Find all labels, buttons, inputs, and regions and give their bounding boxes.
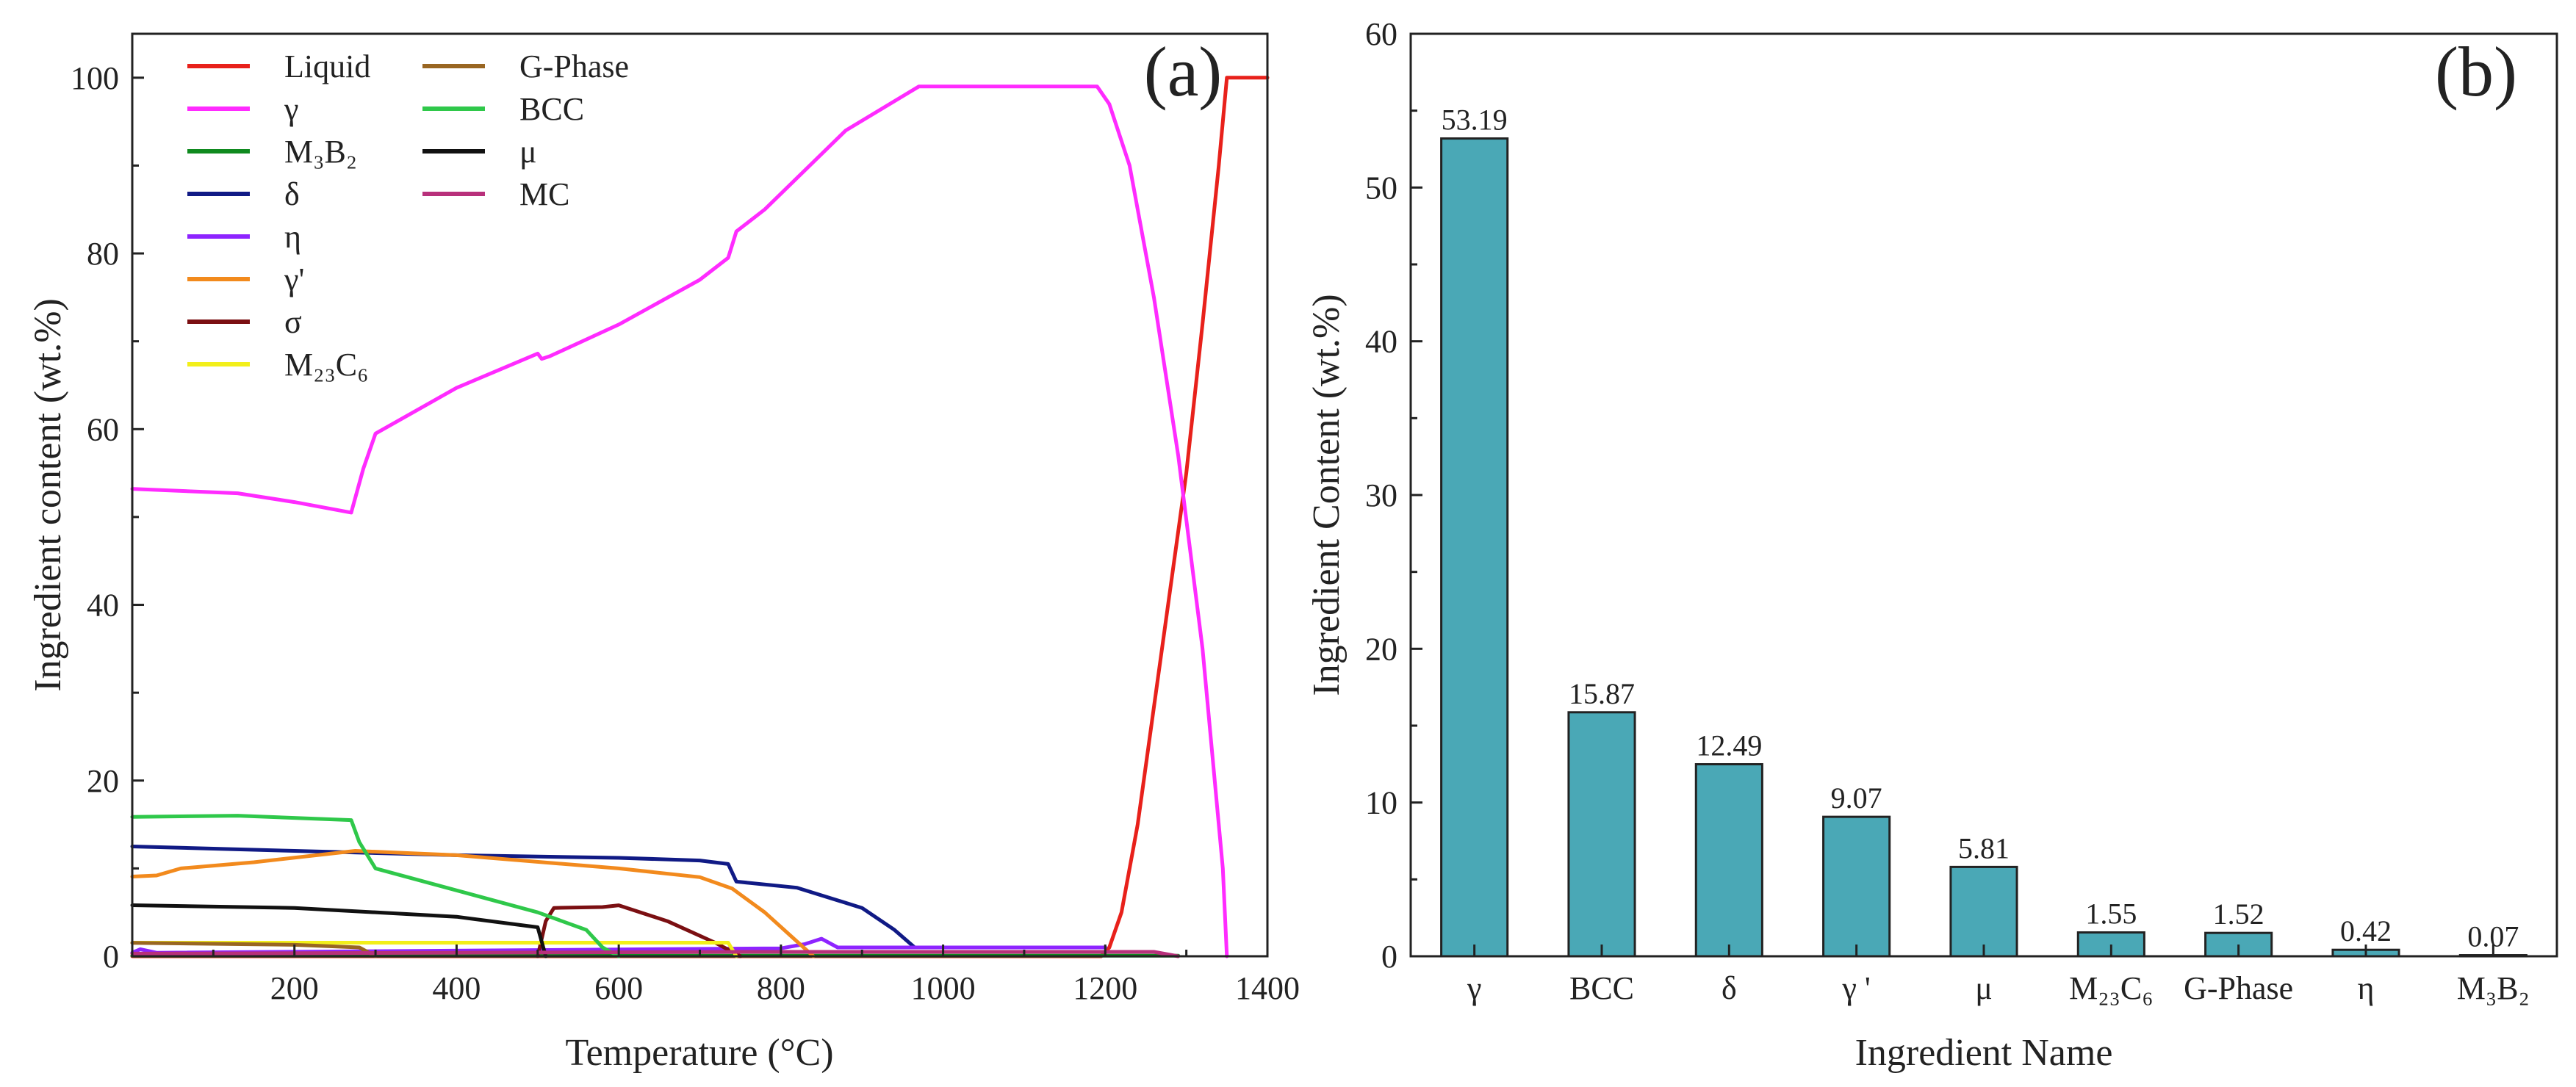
bar-bcc bbox=[1567, 711, 1636, 958]
x-category-label-7: η bbox=[2357, 970, 2374, 1006]
bar-value-label-4: 5.81 bbox=[1958, 831, 2010, 864]
b-y-tick-label-20: 20 bbox=[1365, 631, 1397, 667]
bar-value-label-0: 53.19 bbox=[1442, 104, 1508, 137]
x-category-label-6: G-Phase bbox=[2184, 970, 2293, 1006]
b-y-tick-label-30: 30 bbox=[1365, 477, 1397, 513]
x-category-label-2: δ bbox=[1721, 970, 1737, 1006]
panel-a-line-chart: 200 400 600 800 1000 1200 1400 0 20 40 60 80 100 Tem… bbox=[27, 32, 1300, 1074]
y-tick-label-20: 20 bbox=[87, 763, 119, 799]
bar-x bbox=[1440, 137, 1509, 958]
x-tick-label-1200: 1200 bbox=[1073, 970, 1137, 1006]
legend-label-0: Liquid bbox=[284, 48, 370, 84]
x-category-label-0: γ bbox=[1467, 970, 1481, 1006]
legend-label-4: η bbox=[284, 219, 301, 255]
y-tick-label-40: 40 bbox=[87, 588, 119, 624]
y-tick-label-60: 60 bbox=[87, 411, 119, 447]
legend-label-7: M₂₃C₆ bbox=[284, 347, 369, 383]
x-tick-label-800: 800 bbox=[757, 970, 805, 1006]
series-line-9 bbox=[130, 814, 621, 958]
b-y-tick-label-50: 50 bbox=[1365, 170, 1397, 206]
x-category-label-8: M₃B₂ bbox=[2457, 970, 2530, 1006]
x-category-label-1: BCC bbox=[1569, 970, 1634, 1006]
y-tick-label-0: 0 bbox=[103, 939, 119, 975]
series-line-10 bbox=[130, 903, 548, 958]
bar-value-label-6: 1.52 bbox=[2213, 898, 2264, 931]
b-y-tick-label-40: 40 bbox=[1365, 324, 1397, 360]
legend-label-6: σ bbox=[284, 304, 302, 340]
bar-value-label-1: 15.87 bbox=[1569, 677, 1635, 710]
y-tick-label-80: 80 bbox=[87, 236, 119, 272]
panel-b-x-axis-title: Ingredient Name bbox=[1855, 1032, 2113, 1074]
panel-a-ticks: 200 400 600 800 1000 1200 1400 0 20 40 60 80 100 bbox=[71, 60, 1300, 1006]
x-category-label-4: μ bbox=[1975, 970, 1993, 1006]
bar-value-label-7: 0.42 bbox=[2340, 914, 2392, 947]
bar-x bbox=[1949, 865, 2018, 958]
series-line-5 bbox=[130, 849, 816, 958]
b-y-tick-label-10: 10 bbox=[1365, 785, 1397, 821]
legend-label-5: γ' bbox=[284, 261, 304, 297]
legend-label-9: BCC bbox=[519, 91, 584, 127]
legend-label-3: δ bbox=[284, 176, 300, 212]
b-y-tick-label-60: 60 bbox=[1365, 16, 1397, 52]
panel-b-ticks: γ BCC δ γ ' μ M₂₃C₆ G-Phase η M₃B₂ 0 10 20 30 40 50 60 bbox=[1365, 16, 2530, 1006]
x-tick-label-200: 200 bbox=[270, 970, 319, 1006]
bar-x bbox=[1694, 763, 1763, 958]
x-tick-label-600: 600 bbox=[594, 970, 643, 1006]
legend-label-8: G-Phase bbox=[519, 48, 629, 84]
bar-value-label-5: 1.55 bbox=[2085, 898, 2137, 931]
series-line-1 bbox=[130, 84, 1229, 958]
series-line-6 bbox=[536, 903, 743, 958]
legend-label-2: M₃B₂ bbox=[284, 134, 357, 170]
x-category-label-3: γ ' bbox=[1841, 970, 1870, 1006]
panel-a-y-axis-title: Ingredient content (wt.%) bbox=[27, 298, 69, 692]
bar-m-c bbox=[2076, 931, 2145, 958]
b-y-tick-label-0: 0 bbox=[1381, 939, 1397, 975]
series-line-4 bbox=[130, 936, 1107, 955]
panel-b-y-axis-title: Ingredient Content (wt.%) bbox=[1306, 294, 1348, 696]
bar-value-label-3: 9.07 bbox=[1831, 781, 1882, 815]
bar-value-label-2: 12.49 bbox=[1696, 729, 1762, 762]
series-line-11 bbox=[130, 950, 1181, 958]
panel-a-legend: Liquid γ M₃B₂ δη γ' σ M₂₃C₆ G-Phase BCC μ MC bbox=[187, 48, 629, 383]
panel-a-x-axis-title: Temperature (°C) bbox=[565, 1032, 833, 1074]
x-tick-label-1400: 1400 bbox=[1235, 970, 1300, 1006]
y-tick-label-100: 100 bbox=[71, 60, 119, 96]
x-tick-label-1000: 1000 bbox=[911, 970, 976, 1006]
legend-label-10: μ bbox=[519, 134, 537, 170]
x-tick-label-400: 400 bbox=[432, 970, 481, 1006]
legend-label-1: γ bbox=[284, 91, 298, 127]
x-category-label-5: M₂₃C₆ bbox=[2069, 970, 2154, 1006]
bar-x bbox=[1822, 815, 1891, 958]
panel-b-label: (b) bbox=[2435, 32, 2517, 111]
panel-a-label: (a) bbox=[1144, 32, 1223, 111]
legend-label-11: MC bbox=[519, 176, 569, 212]
